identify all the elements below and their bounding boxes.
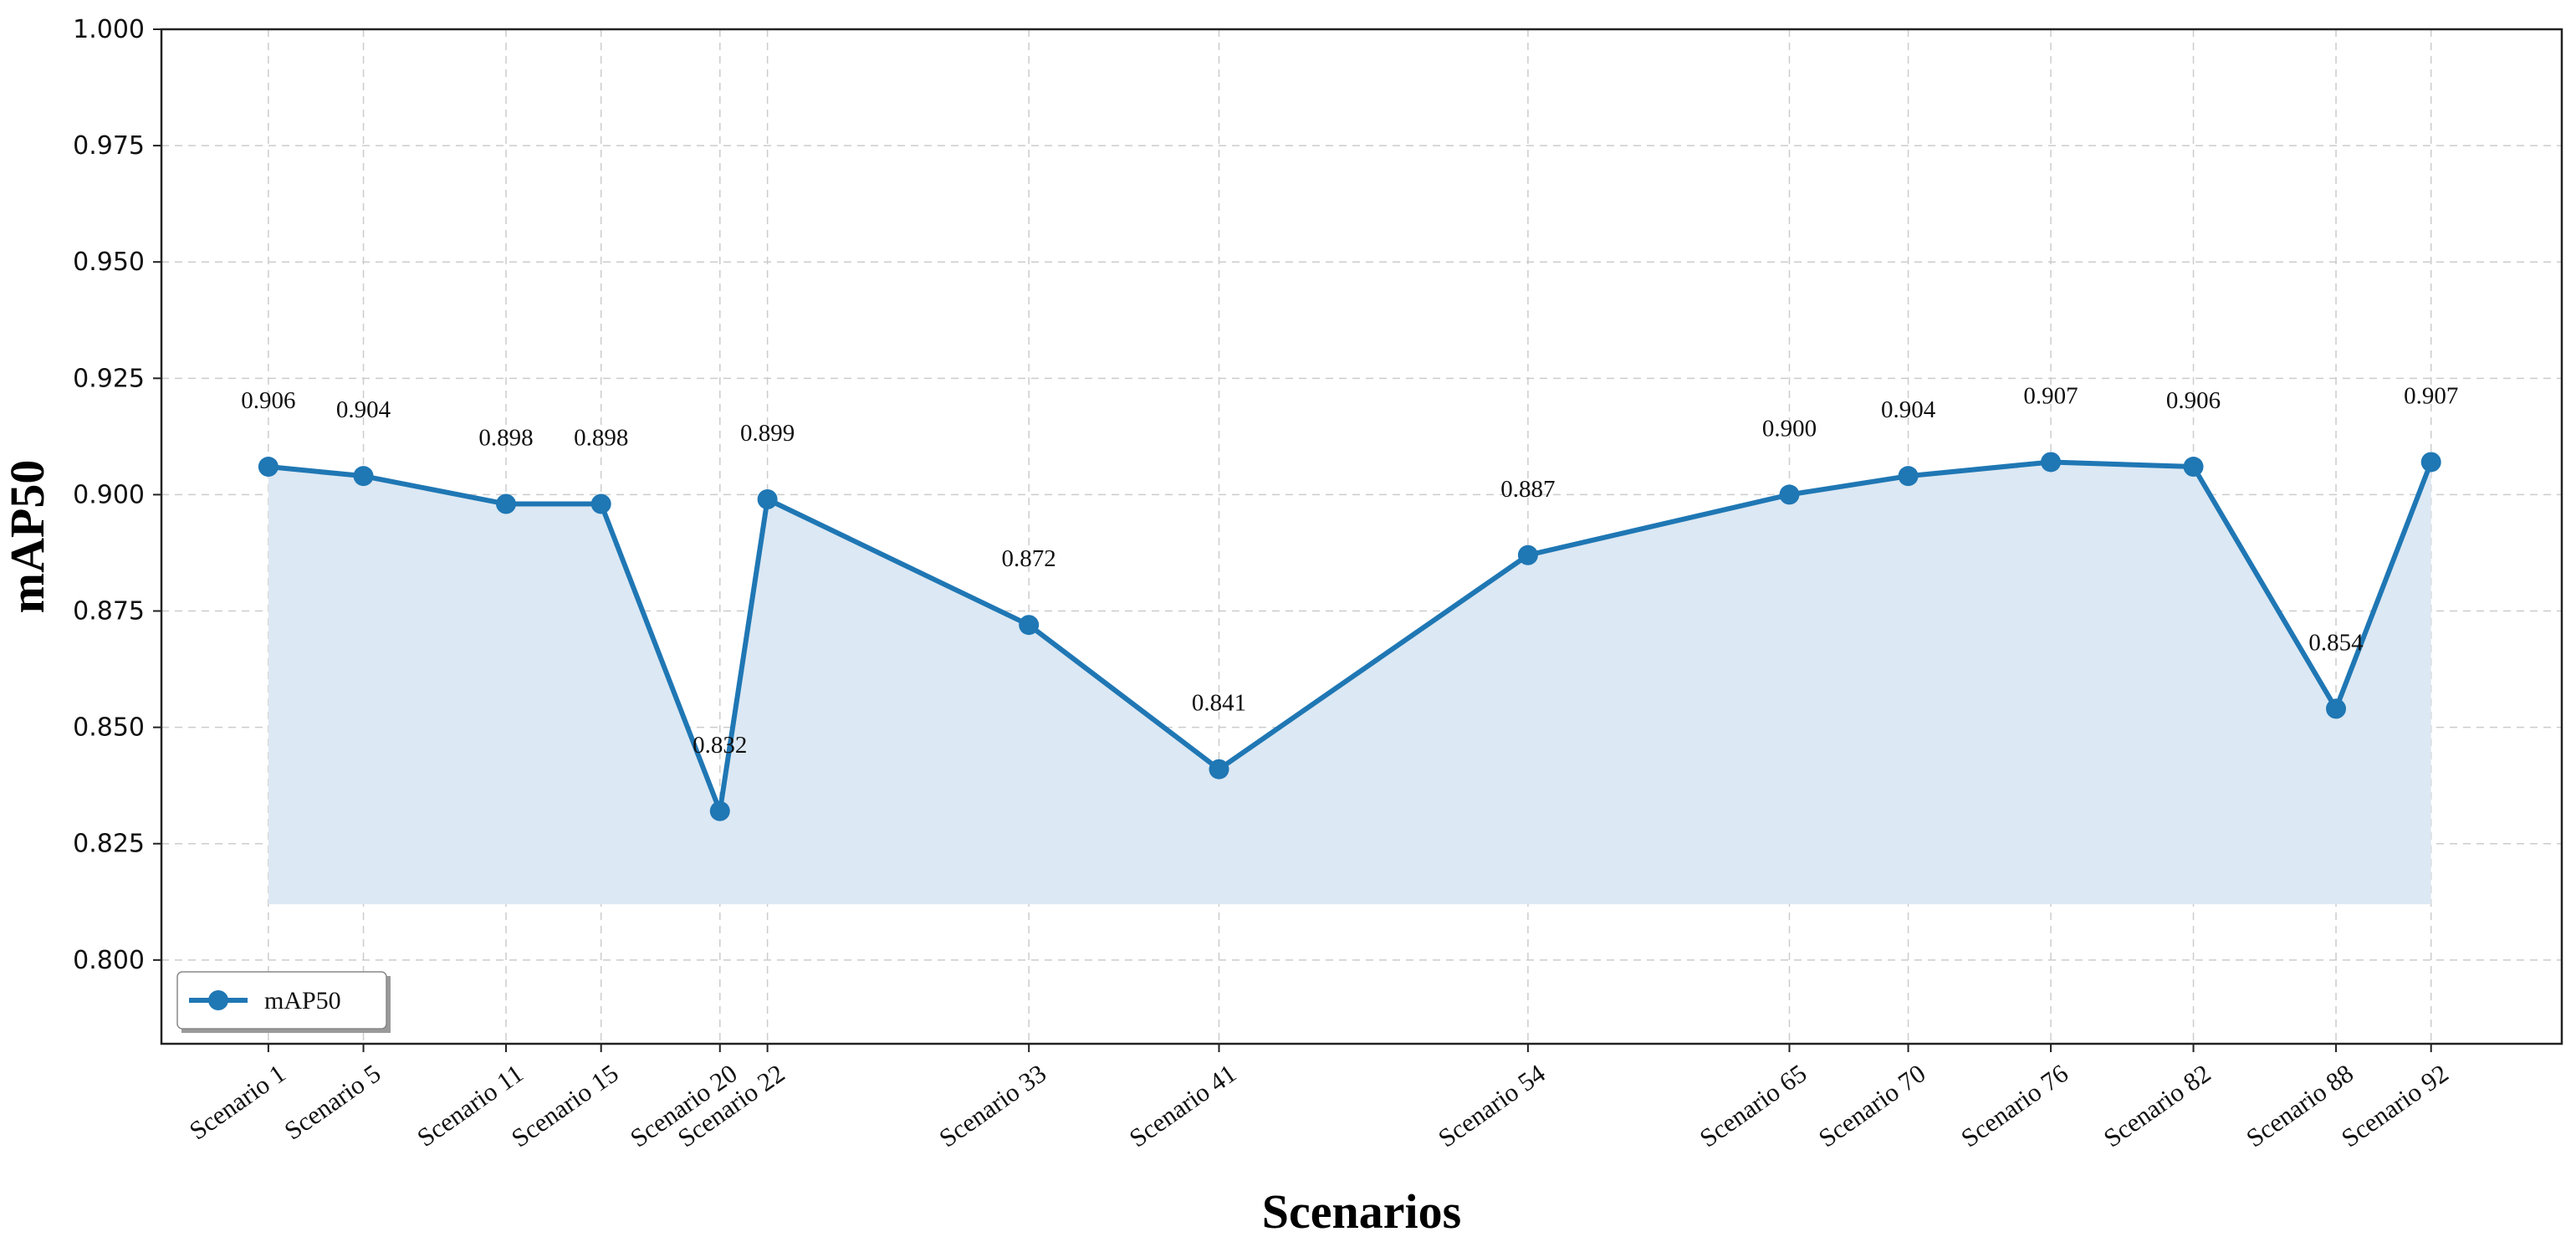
x-tick-label: Scenario 41	[1124, 1058, 1242, 1153]
y-tick-label: 1.000	[73, 15, 145, 44]
x-tick-label: Scenario 70	[1813, 1058, 1931, 1153]
data-point	[2420, 452, 2441, 473]
data-label: 0.887	[1500, 476, 1555, 503]
data-label: 0.900	[1762, 415, 1817, 442]
data-label: 0.841	[1192, 690, 1246, 717]
legend-marker	[208, 990, 228, 1010]
data-point	[353, 466, 374, 487]
y-tick-label: 0.825	[73, 830, 145, 859]
data-point	[1517, 544, 1538, 565]
x-tick-label: Scenario 1	[184, 1058, 291, 1145]
data-label: 0.906	[241, 387, 295, 414]
x-tick-label: Scenario 88	[2241, 1058, 2359, 1153]
data-label: 0.898	[574, 425, 628, 452]
y-tick-label: 0.900	[73, 480, 145, 509]
y-tick-label: 0.850	[73, 713, 145, 743]
legend-label: mAP50	[264, 987, 341, 1015]
y-tick-label: 0.950	[73, 248, 145, 277]
data-label: 0.899	[740, 420, 795, 447]
y-tick-label: 0.800	[73, 946, 145, 975]
x-tick-label: Scenario 11	[411, 1058, 529, 1152]
legend-box	[176, 971, 387, 1030]
data-point	[757, 488, 778, 509]
data-point	[1779, 484, 1800, 505]
y-axis-ticks: 0.800 0.825 0.850 0.875 0.900 0.925 0.950 0.975…	[73, 15, 161, 975]
x-tick-label: Scenario 5	[279, 1058, 386, 1145]
x-tick-label: Scenario 33	[933, 1058, 1051, 1153]
data-label: 0.898	[478, 425, 533, 452]
data-point	[1898, 466, 1919, 487]
data-label: 0.854	[2308, 629, 2364, 656]
data-label: 0.904	[1881, 396, 1936, 423]
data-point	[2183, 457, 2204, 478]
data-point	[2326, 698, 2347, 719]
y-axis-title: mAP50	[0, 460, 54, 614]
x-tick-label: Scenario 54	[1433, 1058, 1551, 1153]
data-points	[258, 452, 2441, 821]
y-tick-label: 0.875	[73, 597, 145, 626]
data-label: 0.832	[693, 732, 747, 759]
data-point	[496, 493, 517, 514]
area-fill-layer	[268, 462, 2431, 905]
data-point	[1209, 759, 1229, 779]
data-label: 0.907	[2404, 382, 2458, 409]
data-labels: 0.906 0.904 0.898 0.898 0.832 0.899 0.872 0.841…	[241, 382, 2458, 758]
data-point	[590, 493, 611, 514]
x-tick-label: Scenario 65	[1694, 1058, 1812, 1153]
data-point	[709, 800, 730, 821]
x-tick-label: Scenario 82	[2098, 1058, 2216, 1153]
x-tick-label: Scenario 92	[2336, 1058, 2454, 1153]
y-tick-label: 0.925	[73, 364, 145, 393]
x-tick-label: Scenario 76	[1955, 1058, 2073, 1153]
data-point	[258, 457, 279, 478]
plot-frame	[160, 28, 2563, 1045]
data-label: 0.904	[336, 396, 391, 423]
area-fill	[268, 462, 2431, 905]
legend: mAP50	[176, 971, 391, 1033]
y-tick-label: 0.975	[73, 131, 145, 161]
x-axis-title: Scenarios	[1262, 1184, 1461, 1239]
data-label: 0.872	[1002, 545, 1056, 572]
data-label: 0.906	[2166, 387, 2221, 414]
data-label: 0.907	[2023, 382, 2078, 409]
data-point	[1019, 615, 1040, 636]
x-tick-label: Scenario 15	[506, 1058, 624, 1153]
data-point	[2041, 452, 2062, 473]
